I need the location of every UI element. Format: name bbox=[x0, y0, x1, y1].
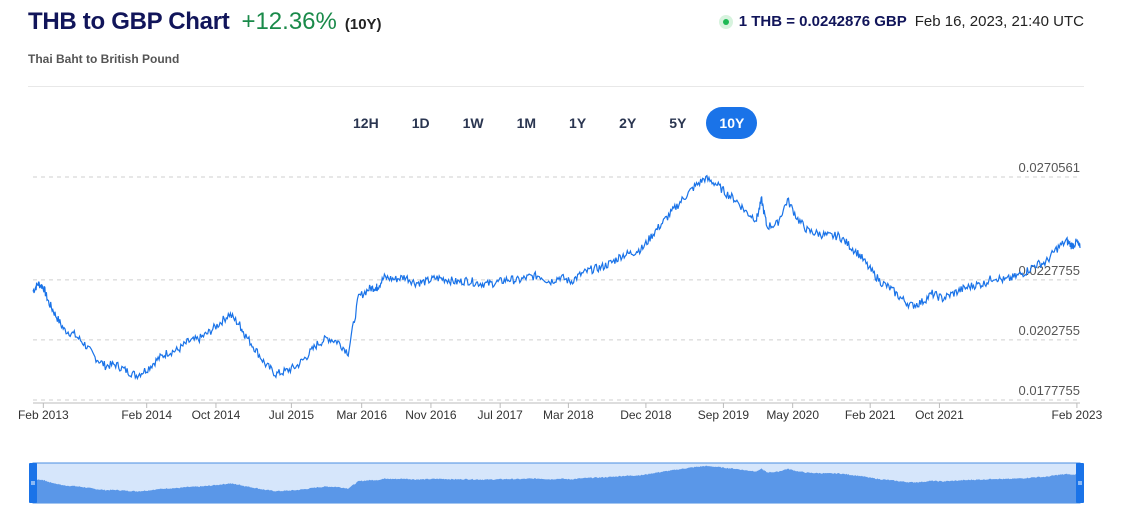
tab-10y[interactable]: 10Y bbox=[706, 107, 758, 139]
x-tick-label: Mar 2018 bbox=[543, 408, 594, 422]
x-tick-label: Feb 2014 bbox=[121, 408, 172, 422]
tab-5y[interactable]: 5Y bbox=[669, 115, 687, 131]
navigator-handle-right[interactable] bbox=[1076, 463, 1084, 503]
y-tick-label: 0.0202755 bbox=[1019, 323, 1080, 338]
navigator-handle-left[interactable] bbox=[29, 463, 37, 503]
x-tick-label: Nov 2016 bbox=[405, 408, 457, 422]
tab-2y[interactable]: 2Y bbox=[619, 115, 637, 131]
navigator-area bbox=[33, 465, 1080, 503]
y-tick-label: 0.0270561 bbox=[1019, 160, 1080, 175]
tab-12h[interactable]: 12H bbox=[353, 115, 379, 131]
y-tick-label: 0.0177755 bbox=[1019, 383, 1080, 398]
live-indicator-icon bbox=[718, 14, 733, 29]
header-divider bbox=[28, 86, 1084, 87]
rate-timestamp: Feb 16, 2023, 21:40 UTC bbox=[914, 13, 1084, 30]
tab-1y[interactable]: 1Y bbox=[569, 115, 587, 131]
tab-1d[interactable]: 1D bbox=[411, 115, 430, 131]
x-tick-label: Sep 2019 bbox=[698, 408, 750, 422]
x-tick-label: Feb 2021 bbox=[845, 408, 896, 422]
x-tick-label: Dec 2018 bbox=[620, 408, 672, 422]
x-tick-label: Jul 2015 bbox=[269, 408, 315, 422]
rate-value: 1 THB = 0.0242876 GBP bbox=[738, 13, 907, 30]
x-tick-label: Feb 2023 bbox=[1052, 408, 1103, 422]
series-line bbox=[32, 174, 1081, 381]
chart-title: THB to GBP Chart bbox=[28, 8, 230, 35]
live-rate: 1 THB = 0.0242876 GBP Feb 16, 2023, 21:4… bbox=[718, 13, 1084, 30]
x-tick-label: May 2020 bbox=[766, 408, 819, 422]
period-label: (10Y) bbox=[344, 16, 382, 33]
x-tick-label: Oct 2014 bbox=[192, 408, 241, 422]
x-tick-label: Mar 2016 bbox=[336, 408, 387, 422]
chart-subtitle: Thai Baht to British Pound bbox=[28, 52, 180, 66]
x-tick-label: Feb 2013 bbox=[18, 408, 69, 422]
range-tabs: 12H 1D 1W 1M 1Y 2Y 5Y 10Y bbox=[340, 107, 764, 139]
percent-change: +12.36% bbox=[241, 8, 337, 35]
x-tick-label: Oct 2021 bbox=[915, 408, 964, 422]
tab-1w[interactable]: 1W bbox=[462, 115, 484, 131]
x-tick-label: Jul 2017 bbox=[477, 408, 523, 422]
tab-1m[interactable]: 1M bbox=[516, 115, 537, 131]
chart-heading: THB to GBP Chart +12.36% (10Y) bbox=[28, 8, 382, 36]
